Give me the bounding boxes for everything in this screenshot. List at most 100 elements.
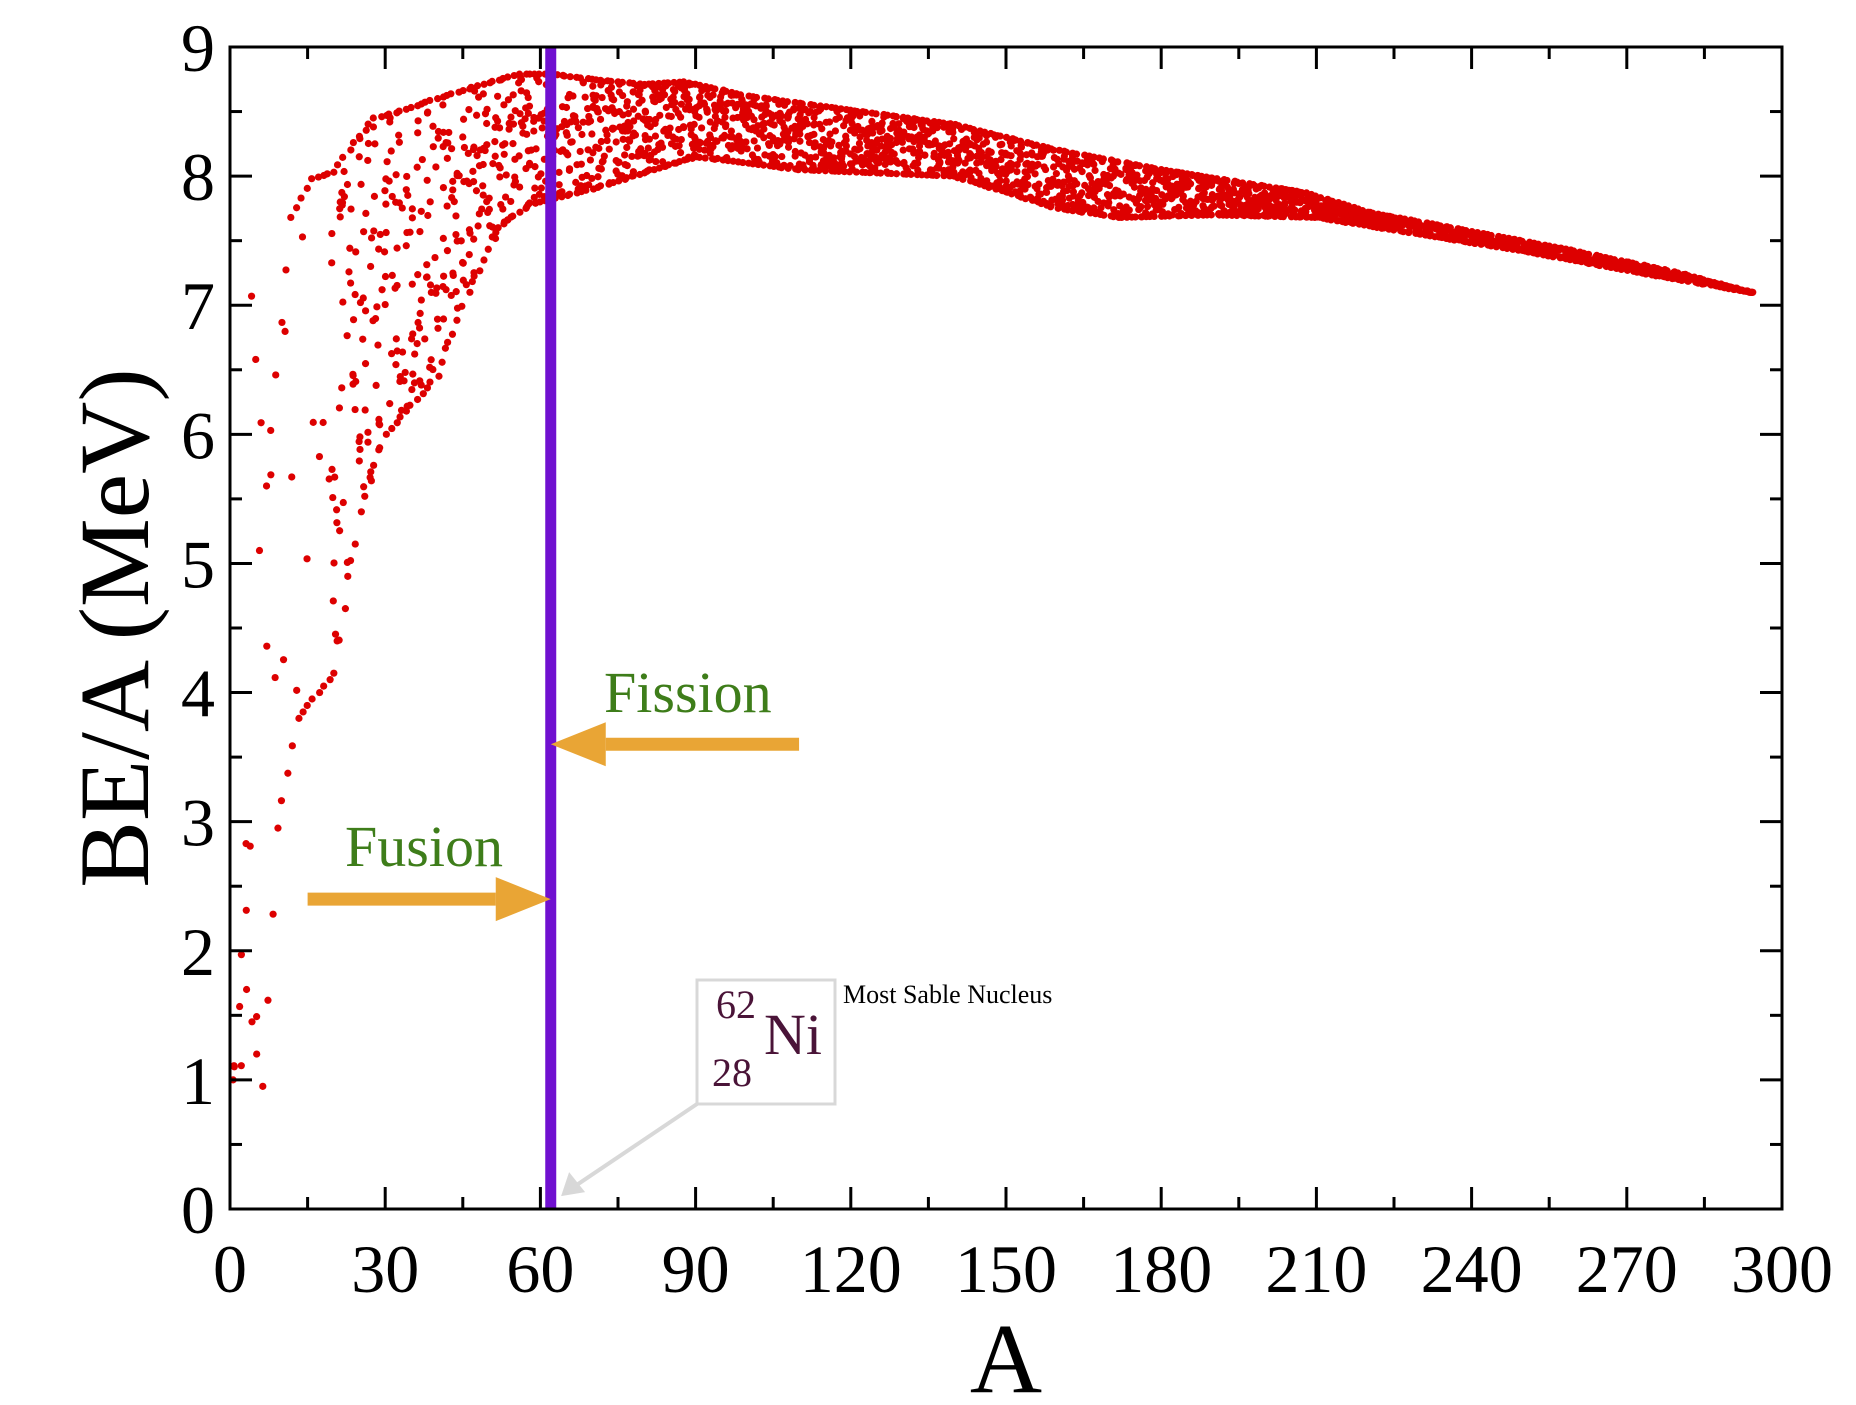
data-point [328,465,336,474]
data-point [615,158,623,166]
data-point [910,123,918,132]
data-point [577,160,585,168]
data-point [837,105,845,113]
ni62-box-frame [695,978,837,1106]
data-point [560,72,568,80]
data-point [589,82,597,90]
data-point [525,159,534,167]
data-point [690,133,699,141]
data-point [598,93,606,102]
data-point [933,164,941,172]
data-point [1078,168,1086,176]
data-point [439,315,448,323]
data-point [796,130,804,138]
data-point [1172,168,1180,176]
data-point [569,92,577,100]
data-point [509,140,517,148]
data-point [288,742,296,750]
data-point [1091,166,1099,175]
data-point [468,277,476,286]
data-point [786,162,794,170]
data-point [248,1018,256,1026]
data-point [1405,227,1413,236]
data-point [1002,177,1010,185]
data-point [1398,221,1407,229]
data-point [1058,182,1066,190]
data-points [229,70,1757,1090]
data-point [609,178,617,187]
data-point [331,473,339,481]
data-point [685,79,693,87]
data-point [316,688,324,697]
data-point [567,138,575,146]
data-point [452,230,460,239]
data-point [393,347,401,355]
data-point [964,154,972,163]
data-point [404,191,412,199]
data-point [303,701,311,710]
data-point [987,148,995,156]
data-point [531,184,539,192]
data-point [333,161,342,169]
data-point [770,121,778,129]
data-point [460,143,469,152]
data-point [990,131,998,139]
x-tick-label: 0 [213,1231,247,1307]
data-point [495,161,503,170]
data-point [319,418,327,427]
data-point [656,111,664,119]
data-point [335,404,344,412]
data-point [574,124,582,132]
data-point [1131,213,1140,221]
data-point [441,344,449,352]
data-point [415,324,424,332]
data-point [760,134,768,142]
data-point [537,170,545,178]
data-point [426,96,434,105]
data-point [382,228,390,237]
data-point [1136,204,1144,212]
data-point [664,79,672,87]
data-point [423,176,431,184]
data-point [696,93,704,101]
data-point [281,327,289,336]
data-point [1104,171,1112,180]
data-point [361,307,370,315]
data-point [608,104,616,112]
data-point [1217,202,1226,210]
data-point [1122,177,1130,185]
y-tick-label: 3 [181,785,215,861]
data-point [388,350,396,358]
data-point [370,192,379,200]
data-point [855,139,864,148]
data-point [672,135,680,143]
data-point [1105,198,1113,207]
data-point [588,174,596,183]
data-point [800,164,808,172]
data-point [1260,182,1268,190]
data-point [997,155,1005,164]
data-point [443,202,451,210]
data-point [842,132,850,140]
data-point [822,103,830,111]
data-point [362,209,370,218]
data-point [876,128,884,136]
data-point [876,169,885,177]
data-point [331,630,340,638]
data-point [1072,150,1081,158]
data-point [819,144,828,153]
data-point [438,358,446,366]
data-point [736,91,745,99]
data-point [339,298,347,306]
data-point [491,137,499,146]
data-point [1186,197,1195,205]
data-point [679,123,688,131]
data-point [1223,176,1231,185]
data-point [850,107,859,115]
data-point [484,208,492,217]
data-point [448,145,456,153]
data-point [907,133,916,141]
data-point [1084,185,1092,193]
data-point [706,131,714,139]
data-point [651,132,660,140]
